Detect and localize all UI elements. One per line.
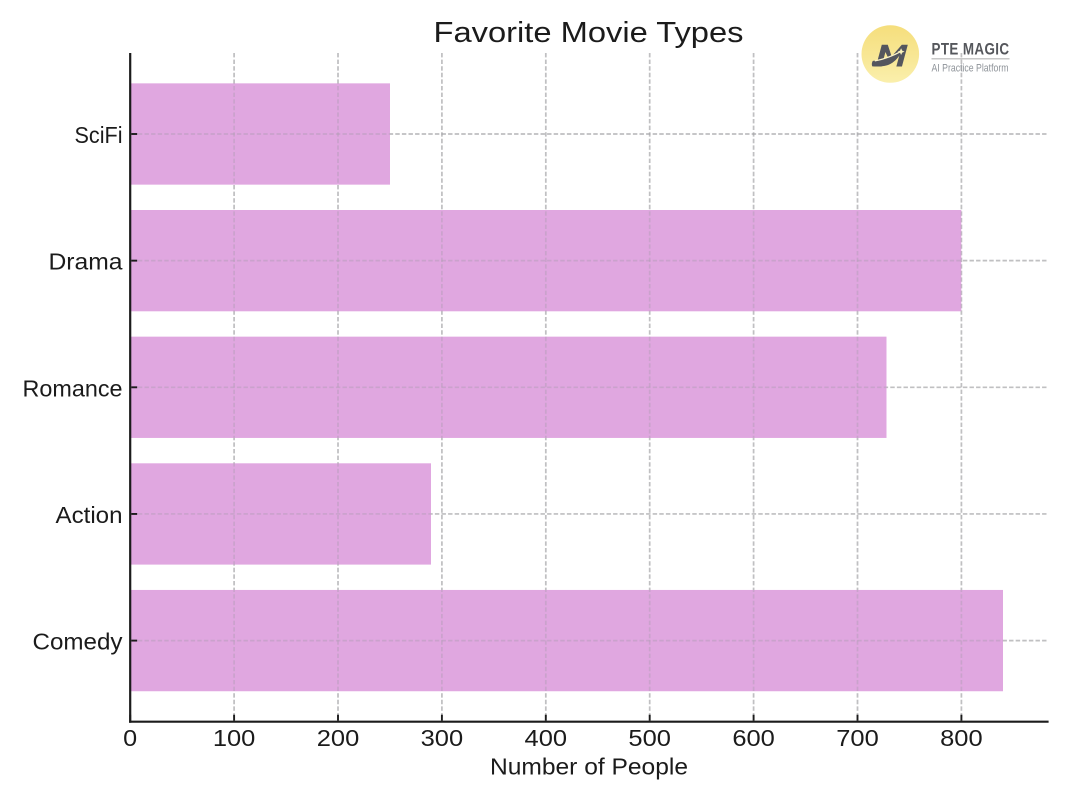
svg-text:300: 300 bbox=[421, 725, 464, 751]
svg-text:Drama: Drama bbox=[49, 249, 123, 275]
svg-text:700: 700 bbox=[836, 725, 879, 751]
svg-text:Romance: Romance bbox=[23, 375, 123, 401]
svg-text:800: 800 bbox=[940, 725, 983, 751]
svg-text:200: 200 bbox=[317, 725, 360, 751]
svg-text:Comedy: Comedy bbox=[33, 629, 123, 655]
svg-text:AI Practice Platform: AI Practice Platform bbox=[932, 62, 1009, 74]
svg-text:400: 400 bbox=[525, 725, 568, 751]
svg-text:Action: Action bbox=[56, 502, 123, 528]
svg-text:Number of People: Number of People bbox=[490, 753, 688, 779]
svg-text:0: 0 bbox=[123, 725, 137, 751]
svg-text:Favorite Movie Types: Favorite Movie Types bbox=[434, 17, 744, 49]
svg-text:PTE MAGIC: PTE MAGIC bbox=[932, 40, 1010, 59]
svg-text:600: 600 bbox=[732, 725, 775, 751]
svg-text:100: 100 bbox=[213, 725, 256, 751]
svg-text:500: 500 bbox=[628, 725, 671, 751]
svg-text:SciFi: SciFi bbox=[75, 122, 123, 148]
